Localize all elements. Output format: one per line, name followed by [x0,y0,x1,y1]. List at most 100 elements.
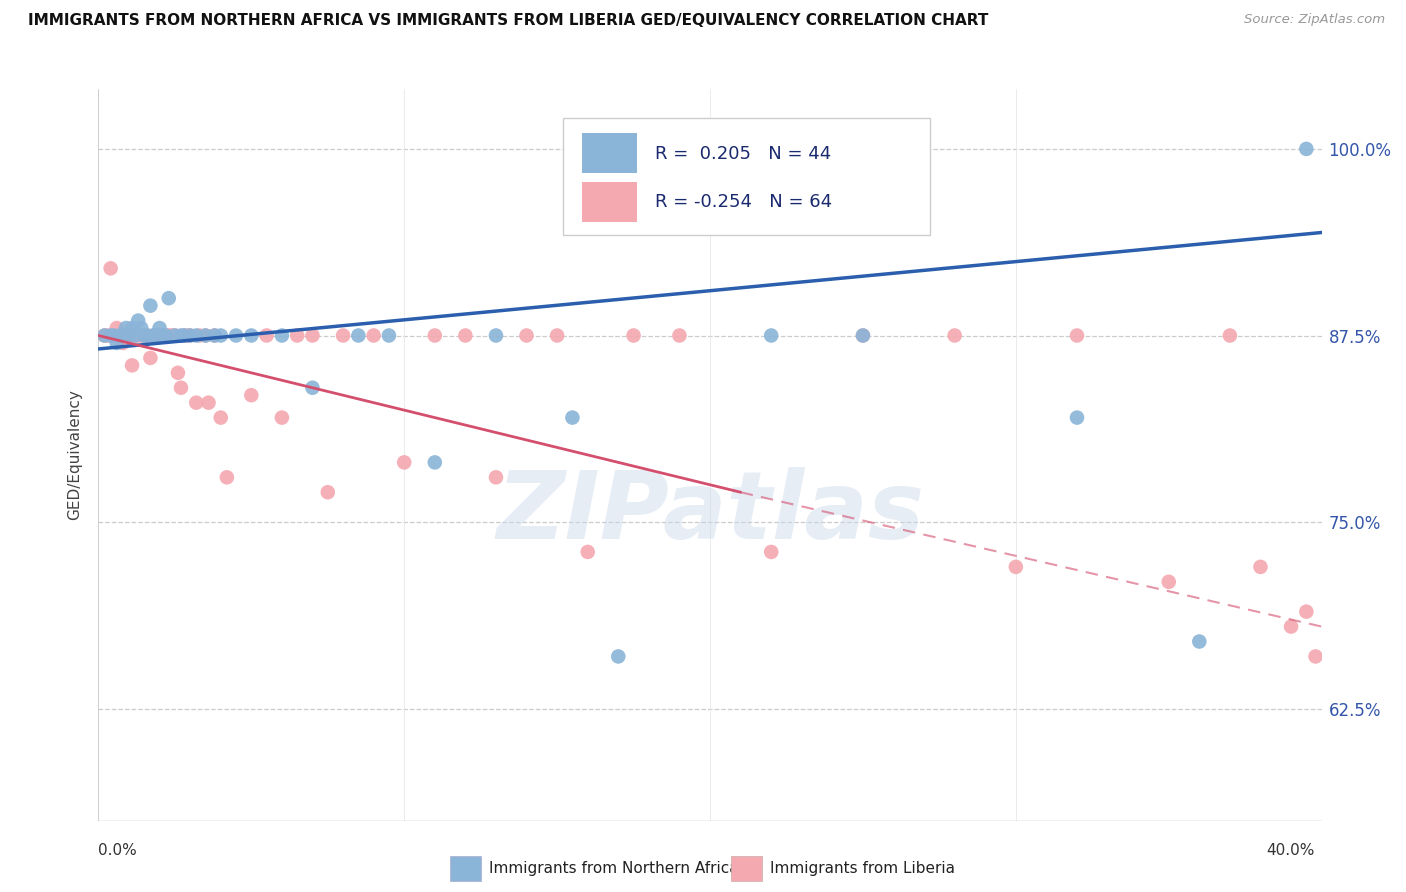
Point [163,328,186,343]
Point [93,328,115,343]
Point [129,328,152,343]
Point [378,328,401,343]
Point [1066,328,1088,343]
Point [142,328,165,343]
Point [1295,605,1317,619]
Point [152,328,174,343]
Point [1219,328,1241,343]
Point [179,328,201,343]
Point [188,328,211,343]
Point [197,395,219,409]
Point [194,328,217,343]
Text: ZIPatlas: ZIPatlas [496,467,924,559]
Text: IMMIGRANTS FROM NORTHERN AFRICA VS IMMIGRANTS FROM LIBERIA GED/EQUIVALENCY CORRE: IMMIGRANTS FROM NORTHERN AFRICA VS IMMIG… [28,13,988,29]
Point [332,328,354,343]
Point [155,328,177,343]
Point [139,351,162,365]
Point [105,321,128,335]
Point [170,328,193,343]
Point [943,328,966,343]
Point [100,261,122,276]
Point [423,455,446,469]
Point [623,328,645,343]
Point [209,410,232,425]
Point [136,328,159,343]
Point [576,545,599,559]
FancyBboxPatch shape [582,182,637,222]
Point [1157,574,1180,589]
Point [118,328,141,343]
Point [225,328,247,343]
Text: R = -0.254   N = 64: R = -0.254 N = 64 [655,193,832,211]
Point [170,381,193,395]
Point [105,335,128,350]
Point [173,328,195,343]
Text: Source: ZipAtlas.com: Source: ZipAtlas.com [1244,13,1385,27]
Point [111,335,134,350]
Point [121,321,143,335]
Point [134,328,156,343]
Point [157,291,180,305]
Point [134,328,156,343]
Point [100,328,122,343]
Point [1004,560,1026,574]
FancyBboxPatch shape [582,133,637,173]
Y-axis label: GED/Equivalency: GED/Equivalency [67,390,83,520]
Point [176,328,198,343]
Point [124,328,146,343]
Point [240,388,263,402]
Point [173,328,195,343]
Point [454,328,477,343]
Point [1066,410,1088,425]
Point [157,328,180,343]
Point [108,328,131,343]
Point [108,328,131,343]
Point [142,328,165,343]
Point [129,321,152,335]
Point [115,328,138,343]
Point [607,649,630,664]
Point [160,328,183,343]
Point [127,328,149,343]
Text: R =  0.205   N = 44: R = 0.205 N = 44 [655,145,831,162]
Point [115,321,138,335]
Point [121,359,143,373]
Point [215,470,238,484]
Point [97,328,120,343]
Point [93,328,115,343]
Point [516,328,538,343]
Point [139,299,162,313]
Point [118,328,141,343]
Point [145,328,167,343]
Point [1295,142,1317,156]
Point [285,328,308,343]
Point [485,470,508,484]
Point [392,455,416,469]
Point [127,313,149,327]
Text: Immigrants from Northern Africa: Immigrants from Northern Africa [489,862,740,876]
Point [204,328,226,343]
Point [111,328,134,343]
Point [167,366,190,380]
Point [1279,619,1302,633]
Point [270,328,292,343]
Point [256,328,278,343]
Point [103,328,125,343]
Point [485,328,508,343]
Point [852,328,875,343]
Point [759,545,782,559]
Text: 0.0%: 0.0% [98,843,138,858]
Point [145,328,167,343]
Point [103,328,125,343]
Point [240,328,263,343]
Point [668,328,690,343]
Point [1188,634,1211,648]
Point [347,328,370,343]
Point [1305,649,1327,664]
Point [149,321,172,335]
Point [186,328,208,343]
Point [423,328,446,343]
Point [155,328,177,343]
Point [204,328,226,343]
Point [759,328,782,343]
